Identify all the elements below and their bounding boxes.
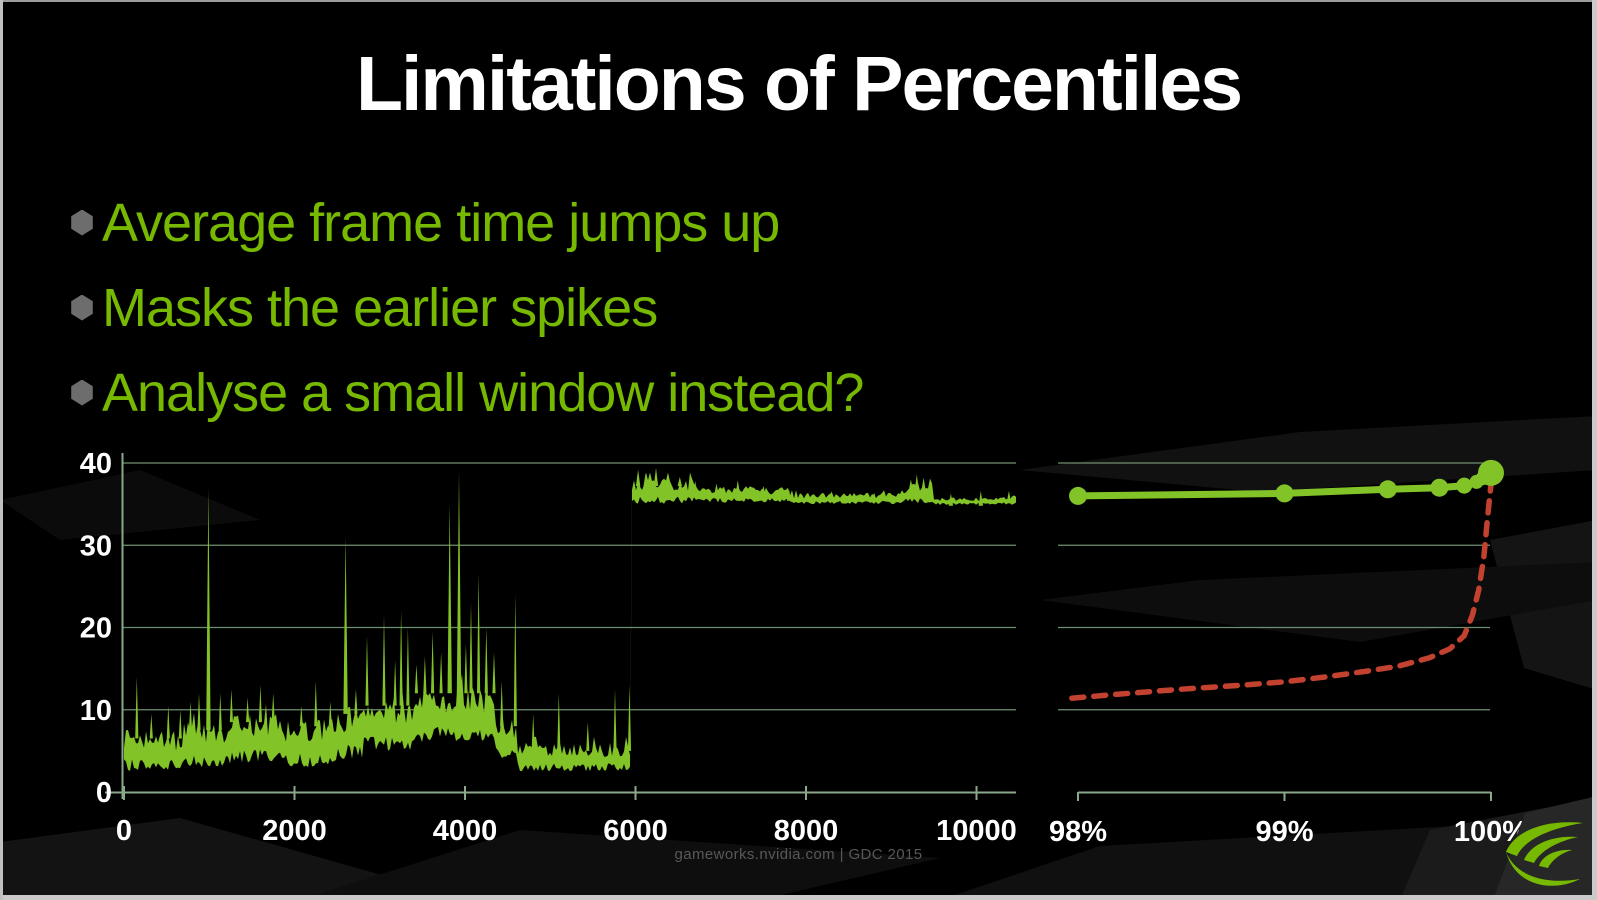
data-point-marker [1456,477,1473,494]
bullet-item: Analyse a small window instead? [70,350,864,435]
bullet-list: Average frame time jumps up Masks the ea… [70,180,864,435]
hexagon-bullet-icon [71,294,93,321]
y-tick-label: 20 [80,613,112,645]
bullet-item: Masks the earlier spikes [70,265,863,350]
x-tick-label: 0 [116,815,132,847]
background-facet [1020,416,1597,492]
x-tick-label: 2000 [262,815,327,847]
x-tick-label: 8000 [774,815,839,847]
percentile-chart: 98% 99% 100% [1049,459,1528,848]
data-point-marker [1378,480,1397,499]
hexagon-bullet-icon [71,379,93,406]
nvidia-eye-icon [1506,822,1583,886]
bullet-text: Analyse a small window instead? [102,362,864,423]
data-point-marker [1069,486,1087,505]
frame-edge-top [0,0,1597,2]
y-tick-label: 0 [96,777,112,809]
page-title: Limitations of Percentiles [355,41,1243,127]
background-facet [0,470,260,540]
background-facet [1040,562,1597,642]
x-tick-label: 10000 [936,815,1017,847]
hexagon-bullet-icon [71,209,93,236]
y-tick-label: 10 [80,695,112,727]
x-tick-label: 99% [1255,816,1313,848]
frame-edge-left [0,0,3,900]
y-tick-label: 40 [80,448,112,480]
bullet-text: Masks the earlier spikes [102,277,658,338]
x-tick-label: 6000 [603,815,668,847]
footer-text: gameworks.nvidia.com | GDC 2015 [674,846,923,863]
y-tick-label: 30 [80,530,112,562]
data-point-marker [1478,459,1504,486]
data-point-marker [1430,478,1449,497]
x-tick-label: 4000 [433,815,498,847]
data-point-marker [1275,484,1294,503]
background-facet [300,830,940,900]
frame-edge-right [1592,0,1597,900]
bullet-item: Average frame time jumps up [70,180,863,265]
frame-time-trace-band [124,472,1016,772]
overall-percentile-dashed-line [1069,481,1494,701]
background-facet [0,818,470,900]
frame-time-spikes [135,467,1012,751]
frame-edge-bottom [0,895,1597,900]
frame-time-chart: 0 2000 4000 6000 8000 10000 0 10 20 30 40 [80,448,1017,847]
x-tick-label: 98% [1049,816,1107,848]
background-facets [0,416,1597,900]
nvidia-logo [1493,796,1597,900]
bullet-text: Average frame time jumps up [102,192,780,253]
